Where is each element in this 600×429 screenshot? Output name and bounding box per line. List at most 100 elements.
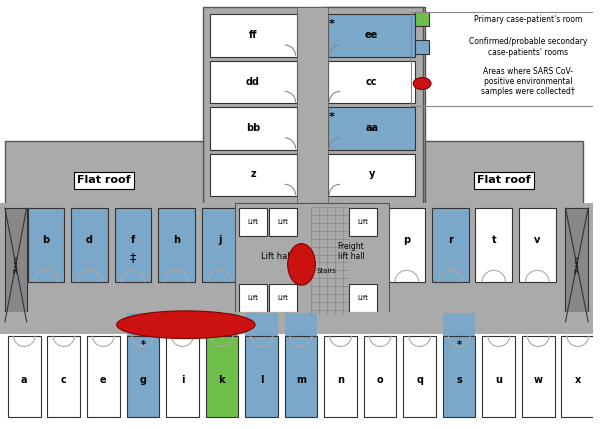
Bar bbox=[0, 203, 593, 317]
Text: c: c bbox=[61, 375, 67, 385]
Bar bbox=[285, 313, 317, 335]
Bar bbox=[443, 313, 475, 335]
Text: Stairs: Stairs bbox=[316, 269, 336, 274]
Bar bbox=[203, 7, 425, 205]
Bar bbox=[349, 208, 377, 236]
Text: ‡: ‡ bbox=[130, 251, 136, 264]
Text: ff: ff bbox=[249, 30, 257, 40]
Bar bbox=[71, 208, 108, 282]
Bar bbox=[296, 7, 328, 205]
Bar bbox=[47, 335, 80, 417]
Bar bbox=[206, 313, 238, 335]
Bar bbox=[115, 208, 151, 282]
Bar bbox=[239, 284, 267, 312]
Text: Lift: Lift bbox=[248, 219, 259, 225]
Bar bbox=[326, 10, 420, 203]
Bar bbox=[389, 208, 425, 282]
Bar bbox=[209, 107, 296, 150]
Text: Primary case-patient's room: Primary case-patient's room bbox=[474, 15, 582, 24]
Text: g: g bbox=[139, 375, 146, 385]
Text: b: b bbox=[43, 235, 50, 245]
Bar bbox=[285, 335, 317, 417]
Bar bbox=[475, 208, 512, 282]
Bar bbox=[87, 335, 119, 417]
Text: bb: bb bbox=[246, 123, 260, 133]
Text: Confirmed/probable secondary
case-patients' rooms: Confirmed/probable secondary case-patien… bbox=[469, 37, 587, 57]
Text: e: e bbox=[100, 375, 107, 385]
Text: w: w bbox=[534, 375, 543, 385]
Bar bbox=[482, 335, 515, 417]
Bar bbox=[403, 335, 436, 417]
Text: Lift hall: Lift hall bbox=[261, 252, 292, 261]
Bar bbox=[425, 141, 583, 220]
Text: Flat roof: Flat roof bbox=[77, 175, 131, 185]
Bar bbox=[328, 14, 415, 57]
Text: Stairs: Stairs bbox=[13, 256, 19, 273]
Ellipse shape bbox=[413, 78, 431, 90]
Text: aa: aa bbox=[365, 123, 378, 133]
Bar bbox=[209, 14, 296, 57]
Bar bbox=[127, 335, 159, 417]
Bar bbox=[432, 208, 469, 282]
Text: z: z bbox=[250, 169, 256, 179]
Bar bbox=[565, 208, 588, 322]
Text: r: r bbox=[448, 235, 453, 245]
Bar bbox=[415, 40, 429, 54]
Ellipse shape bbox=[287, 244, 316, 285]
Text: j: j bbox=[218, 235, 222, 245]
Text: k: k bbox=[218, 375, 225, 385]
Bar bbox=[415, 12, 429, 26]
Text: cc: cc bbox=[366, 76, 377, 87]
Text: dd: dd bbox=[246, 76, 260, 87]
Text: Flat roof: Flat roof bbox=[478, 175, 531, 185]
Bar bbox=[5, 208, 26, 322]
Text: n: n bbox=[337, 375, 344, 385]
Text: Areas where SARS CoV-
positive environmental
samples were collected†: Areas where SARS CoV- positive environme… bbox=[481, 66, 575, 97]
Bar bbox=[202, 208, 238, 282]
Text: p: p bbox=[403, 235, 410, 245]
Text: q: q bbox=[416, 375, 423, 385]
Text: o: o bbox=[377, 375, 383, 385]
Bar bbox=[0, 312, 593, 334]
Bar bbox=[209, 154, 296, 196]
Bar bbox=[5, 141, 203, 220]
Bar bbox=[328, 154, 415, 196]
Text: Lift: Lift bbox=[357, 219, 368, 225]
Bar bbox=[519, 208, 556, 282]
Bar bbox=[245, 313, 278, 335]
Text: *: * bbox=[329, 19, 335, 29]
Bar bbox=[522, 335, 554, 417]
Text: d: d bbox=[86, 235, 93, 245]
Text: Lift: Lift bbox=[277, 295, 288, 301]
Text: y: y bbox=[368, 169, 375, 179]
Text: a: a bbox=[21, 375, 28, 385]
Bar bbox=[269, 284, 296, 312]
Bar bbox=[443, 335, 475, 417]
Text: Lift: Lift bbox=[248, 295, 259, 301]
Bar bbox=[209, 61, 296, 103]
Bar bbox=[324, 7, 423, 205]
Text: f: f bbox=[131, 235, 135, 245]
Text: Lift: Lift bbox=[357, 295, 368, 301]
Text: Lift: Lift bbox=[277, 219, 288, 225]
Bar bbox=[206, 10, 418, 203]
Text: h: h bbox=[173, 235, 180, 245]
Bar bbox=[324, 335, 357, 417]
Ellipse shape bbox=[116, 311, 255, 338]
Text: ee: ee bbox=[365, 30, 379, 40]
Bar bbox=[328, 107, 415, 150]
Text: u: u bbox=[495, 375, 502, 385]
Bar bbox=[239, 208, 267, 236]
Bar bbox=[562, 335, 594, 417]
Text: Stairs: Stairs bbox=[574, 256, 580, 273]
Bar bbox=[349, 284, 377, 312]
Text: Freight
lift hall: Freight lift hall bbox=[338, 242, 364, 261]
Bar bbox=[8, 335, 41, 417]
Text: s: s bbox=[457, 375, 462, 385]
Text: v: v bbox=[534, 235, 541, 245]
Text: x: x bbox=[575, 375, 581, 385]
Bar bbox=[127, 313, 159, 335]
Bar bbox=[269, 208, 296, 236]
Text: *: * bbox=[329, 112, 335, 122]
Bar bbox=[206, 335, 238, 417]
